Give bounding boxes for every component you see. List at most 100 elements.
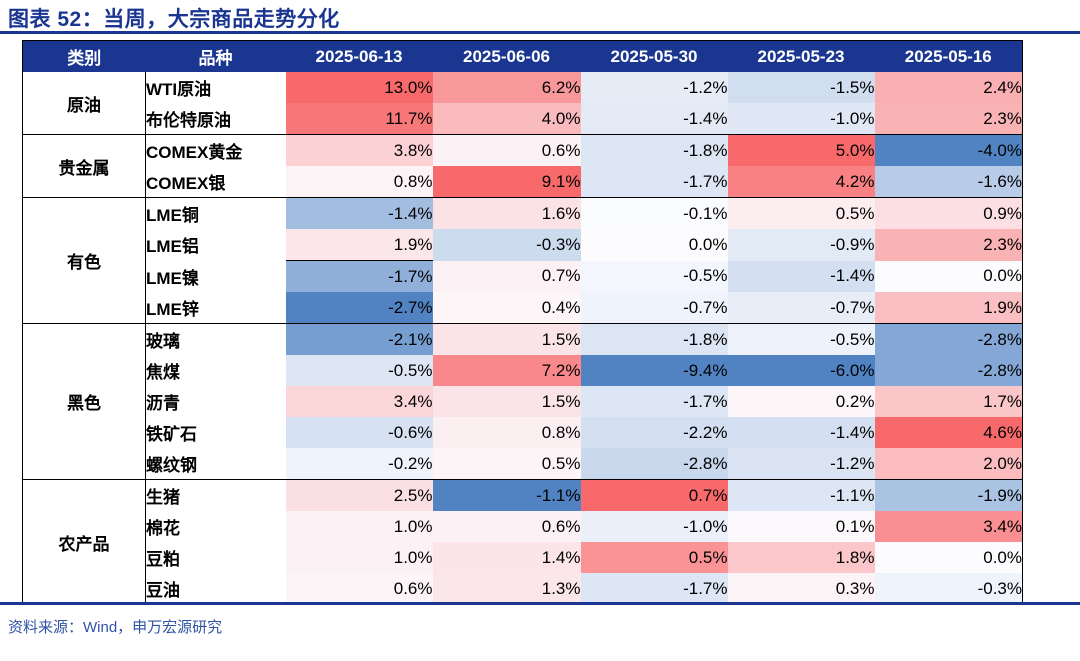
value-cell: -0.7% (727, 292, 875, 324)
value-cell: 1.7% (874, 386, 1023, 417)
table-row: LME锌 -2.7% 0.4% -0.7% -0.7% 1.9% (23, 292, 1023, 324)
variety-cell: 螺纹钢 (145, 448, 286, 480)
header-date: 2025-05-30 (580, 40, 728, 72)
table-row: 沥青 3.4% 1.5% -1.7% 0.2% 1.7% (23, 386, 1023, 417)
value-cell: 0.6% (432, 134, 581, 166)
value-cell: -1.5% (727, 72, 875, 103)
category-cell: 贵金属 (22, 134, 146, 198)
value-cell: 0.1% (727, 511, 875, 542)
figure-title: 图表 52：当周，大宗商品走势分化 (8, 8, 340, 31)
value-cell: -1.8% (580, 134, 728, 166)
header-category: 类别 (22, 40, 146, 72)
value-cell: -2.8% (874, 323, 1023, 355)
value-cell: -1.1% (432, 479, 581, 511)
category-cell: 有色 (22, 197, 146, 324)
table-row: COMEX银 0.8% 9.1% -1.7% 4.2% -1.6% (23, 166, 1023, 198)
value-cell: 5.0% (727, 134, 875, 166)
value-cell: 0.0% (580, 229, 728, 261)
header-date: 2025-05-23 (727, 40, 875, 72)
table-body: 原油 WTI原油 13.0% 6.2% -1.2% -1.5% 2.4% 布伦特原油 11.7%… (22, 72, 1023, 605)
value-cell: 1.5% (432, 323, 581, 355)
value-cell: 0.0% (874, 542, 1023, 573)
value-cell: 3.4% (874, 511, 1023, 542)
variety-cell: LME铜 (145, 197, 286, 229)
value-cell: 2.5% (285, 479, 433, 511)
value-cell: 0.8% (432, 417, 581, 448)
table-row: 豆油 0.6% 1.3% -1.7% 0.3% -0.3% (23, 573, 1023, 605)
table-row: 焦煤 -0.5% 7.2% -9.4% -6.0% -2.8% (23, 355, 1023, 386)
value-cell: -1.4% (580, 103, 728, 135)
category-cell: 农产品 (22, 479, 146, 605)
category-cell: 黑色 (22, 323, 146, 480)
variety-cell: 玻璃 (145, 323, 286, 355)
commodity-heatmap-table: 类别 品种 2025-06-13 2025-06-06 2025-05-30 2025-0… (22, 40, 1023, 605)
value-cell: 4.2% (727, 166, 875, 198)
value-cell: 1.6% (432, 197, 581, 229)
value-cell: -9.4% (580, 355, 728, 386)
value-cell: 0.5% (727, 197, 875, 229)
value-cell: 2.3% (874, 229, 1023, 261)
header-date: 2025-06-06 (432, 40, 581, 72)
value-cell: -1.0% (727, 103, 875, 135)
value-cell: 0.5% (432, 448, 581, 480)
variety-cell: LME铝 (145, 229, 286, 261)
value-cell: -0.3% (874, 573, 1023, 605)
value-cell: -1.7% (285, 260, 433, 292)
bottom-rule (0, 602, 1080, 605)
variety-cell: WTI原油 (145, 72, 286, 103)
value-cell: 0.3% (727, 573, 875, 605)
value-cell: -0.3% (432, 229, 581, 261)
table-row: LME铝 1.9% -0.3% 0.0% -0.9% 2.3% (23, 229, 1023, 261)
value-cell: -0.2% (285, 448, 433, 480)
value-cell: -2.8% (874, 355, 1023, 386)
value-cell: -1.9% (874, 479, 1023, 511)
value-cell: 2.4% (874, 72, 1023, 103)
value-cell: 4.0% (432, 103, 581, 135)
value-cell: 11.7% (285, 103, 433, 135)
value-cell: -2.8% (580, 448, 728, 480)
table-row: 贵金属 COMEX黄金 3.8% 0.6% -1.8% 5.0% -4.0% (22, 134, 1023, 198)
value-cell: 0.9% (874, 197, 1023, 229)
value-cell: -0.1% (580, 197, 728, 229)
value-cell: 2.3% (874, 103, 1023, 135)
value-cell: -0.5% (727, 323, 875, 355)
value-cell: -1.1% (727, 479, 875, 511)
value-cell: 2.0% (874, 448, 1023, 480)
source-note: 资料来源：Wind，申万宏源研究 (8, 619, 223, 636)
table-header: 类别 品种 2025-06-13 2025-06-06 2025-05-30 2025-0… (22, 40, 1023, 72)
value-cell: -1.4% (285, 197, 433, 229)
value-cell: 0.7% (432, 260, 581, 292)
variety-cell: 焦煤 (145, 355, 286, 386)
value-cell: -1.2% (580, 72, 728, 103)
value-cell: 0.8% (285, 166, 433, 198)
value-cell: -1.7% (580, 573, 728, 605)
value-cell: -0.9% (727, 229, 875, 261)
header-variety: 品种 (145, 40, 286, 72)
variety-cell: 沥青 (145, 386, 286, 417)
table-row: 棉花 1.0% 0.6% -1.0% 0.1% 3.4% (23, 511, 1023, 542)
value-cell: 0.6% (432, 511, 581, 542)
value-cell: -1.8% (580, 323, 728, 355)
value-cell: 0.0% (874, 260, 1023, 292)
title-underline (0, 31, 1080, 34)
table-row: 豆粕 1.0% 1.4% 0.5% 1.8% 0.0% (23, 542, 1023, 573)
value-cell: 9.1% (432, 166, 581, 198)
value-cell: 1.5% (432, 386, 581, 417)
value-cell: 3.8% (285, 134, 433, 166)
variety-cell: 豆粕 (145, 542, 286, 573)
value-cell: -2.2% (580, 417, 728, 448)
header-date: 2025-06-13 (285, 40, 433, 72)
variety-cell: COMEX黄金 (145, 134, 286, 166)
value-cell: -4.0% (874, 134, 1023, 166)
value-cell: 0.5% (580, 542, 728, 573)
value-cell: 0.4% (432, 292, 581, 324)
value-cell: -6.0% (727, 355, 875, 386)
value-cell: -0.5% (580, 260, 728, 292)
value-cell: -1.7% (580, 386, 728, 417)
value-cell: -0.7% (580, 292, 728, 324)
value-cell: 0.7% (580, 479, 728, 511)
table-row: 布伦特原油 11.7% 4.0% -1.4% -1.0% 2.3% (23, 103, 1023, 135)
value-cell: -0.6% (285, 417, 433, 448)
table-row: 螺纹钢 -0.2% 0.5% -2.8% -1.2% 2.0% (23, 448, 1023, 480)
